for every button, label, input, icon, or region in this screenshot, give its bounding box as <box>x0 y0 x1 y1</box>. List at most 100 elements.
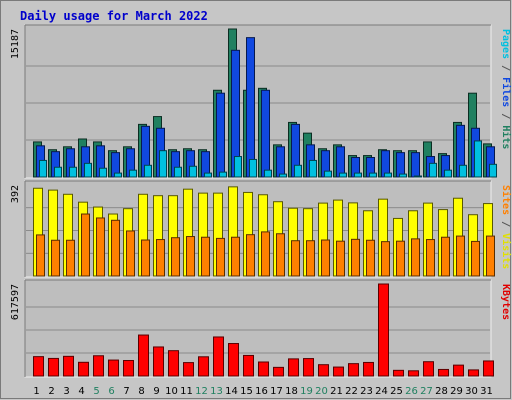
bar-sites-day-25 <box>396 240 405 277</box>
bar-pages-day-14 <box>234 156 242 178</box>
x-tick-day-12: 12 <box>195 386 208 397</box>
legend-label: / <box>500 215 511 233</box>
bar-sites-day-27 <box>426 239 435 277</box>
x-tick-day-14: 14 <box>225 386 238 397</box>
bar-kbytes-day-30 <box>468 369 479 377</box>
x-tick-day-28: 28 <box>435 386 448 397</box>
bar-pages-day-8 <box>144 164 152 178</box>
legend-label: Sites <box>500 185 512 215</box>
bar-pages-day-31 <box>489 163 497 178</box>
bar-pages-day-10 <box>174 166 182 178</box>
bar-sites-day-26 <box>411 238 420 277</box>
bar-files-day-25 <box>396 152 405 178</box>
bar-pages-day-28 <box>444 169 452 178</box>
x-tick-day-5: 5 <box>93 386 99 397</box>
bar-kbytes-day-16 <box>258 361 269 377</box>
panel-top: 15187 Pages / Files / Hits <box>10 24 512 179</box>
bar-pages-day-19 <box>309 159 317 178</box>
panel-middle-max-label: 392 <box>10 185 21 203</box>
x-tick-day-1: 1 <box>33 386 39 397</box>
legend-label: / <box>500 107 511 125</box>
bar-kbytes-day-4 <box>78 361 89 377</box>
bar-kbytes-day-27 <box>423 361 434 377</box>
legend-label: Files <box>500 77 512 107</box>
bar-sites-day-21 <box>336 240 345 277</box>
bar-pages-day-27 <box>429 162 437 178</box>
bar-sites-day-15 <box>246 234 255 277</box>
bar-pages-day-7 <box>129 169 137 178</box>
x-tick-day-30: 30 <box>465 386 478 397</box>
bar-pages-day-9 <box>159 150 167 178</box>
bar-sites-day-7 <box>126 230 135 277</box>
bar-sites-day-24 <box>381 241 390 277</box>
x-tick-day-4: 4 <box>78 386 84 397</box>
x-tick-day-23: 23 <box>360 386 373 397</box>
x-tick-day-7: 7 <box>123 386 129 397</box>
x-tick-day-25: 25 <box>390 386 403 397</box>
bar-kbytes-day-29 <box>453 364 464 377</box>
bar-kbytes-day-26 <box>408 370 419 377</box>
legend-label: / <box>500 59 511 77</box>
bar-sites-day-9 <box>156 239 165 277</box>
bar-kbytes-day-28 <box>438 368 449 377</box>
x-tick-day-31: 31 <box>480 386 493 397</box>
bar-pages-day-16 <box>264 169 272 178</box>
bar-kbytes-day-10 <box>168 350 179 377</box>
panel-bottom-max-label: 617597 <box>10 284 21 320</box>
bar-pages-day-6 <box>114 172 122 178</box>
bar-sites-day-20 <box>321 239 330 277</box>
bar-kbytes-day-11 <box>183 362 194 377</box>
bar-kbytes-day-5 <box>93 355 104 377</box>
bar-pages-day-12 <box>204 172 212 178</box>
bar-files-day-16 <box>261 89 270 178</box>
x-tick-day-2: 2 <box>48 386 54 397</box>
bar-kbytes-day-2 <box>48 357 59 377</box>
bar-kbytes-day-19 <box>303 358 314 377</box>
bar-pages-day-13 <box>219 171 227 178</box>
bar-pages-day-5 <box>99 167 107 178</box>
bar-kbytes-day-6 <box>108 359 119 377</box>
bar-sites-day-2 <box>51 239 60 277</box>
bar-files-day-26 <box>411 152 420 178</box>
x-tick-day-11: 11 <box>180 386 193 397</box>
bar-kbytes-day-14 <box>228 343 239 377</box>
bar-sites-day-5 <box>96 217 105 277</box>
bar-pages-day-21 <box>339 172 347 178</box>
x-tick-day-26: 26 <box>405 386 418 397</box>
series-sites <box>36 213 495 277</box>
x-tick-day-24: 24 <box>375 386 388 397</box>
bar-kbytes-day-21 <box>333 366 344 377</box>
x-tick-day-29: 29 <box>450 386 463 397</box>
x-tick-day-15: 15 <box>240 386 253 397</box>
bar-sites-day-10 <box>171 237 180 277</box>
x-tick-day-22: 22 <box>345 386 358 397</box>
bar-kbytes-day-25 <box>393 369 404 377</box>
bar-pages-day-1 <box>39 159 47 178</box>
x-tick-day-16: 16 <box>255 386 268 397</box>
bar-kbytes-day-23 <box>363 361 374 377</box>
bar-sites-day-30 <box>471 240 480 277</box>
bar-pages-day-2 <box>54 166 62 178</box>
bar-sites-day-19 <box>306 240 315 277</box>
series-kbytes <box>33 283 494 377</box>
x-tick-day-20: 20 <box>315 386 328 397</box>
bar-pages-day-18 <box>294 164 302 178</box>
bar-pages-day-29 <box>459 164 467 178</box>
x-tick-day-18: 18 <box>285 386 298 397</box>
bar-sites-day-31 <box>486 235 495 277</box>
bar-kbytes-day-15 <box>243 354 254 377</box>
bar-pages-day-26 <box>414 175 422 178</box>
panel-middle: 392 Sites / Visits <box>10 180 512 278</box>
bar-pages-day-3 <box>69 166 77 178</box>
bar-files-day-17 <box>276 146 285 178</box>
bar-sites-day-12 <box>201 236 210 277</box>
bar-sites-day-16 <box>261 231 270 277</box>
bar-kbytes-day-31 <box>483 360 494 377</box>
panel-middle-legend: Sites / Visits <box>500 185 512 269</box>
bar-kbytes-day-24 <box>378 283 389 377</box>
chart-panels: 15187 Pages / Files / Hits 392 Sites / Visi… <box>10 24 512 378</box>
bar-kbytes-day-18 <box>288 358 299 377</box>
bar-sites-day-18 <box>291 240 300 277</box>
